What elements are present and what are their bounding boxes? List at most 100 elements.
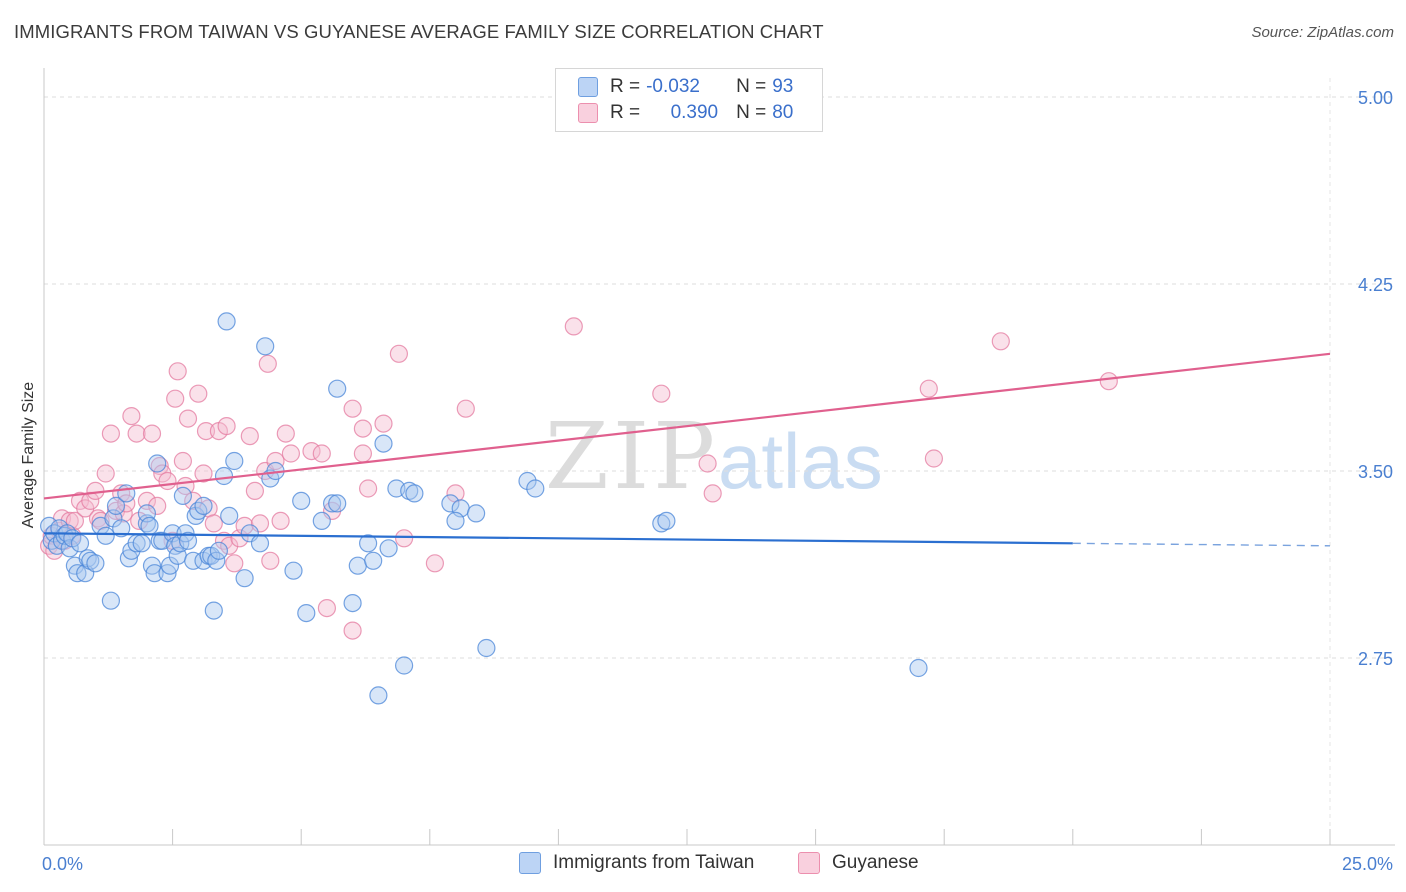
y-tick-label-1: 3.50 xyxy=(1358,462,1393,482)
guyanese-point-60 xyxy=(312,444,331,463)
guyanese-point-24 xyxy=(137,491,156,510)
guyanese-point-39 xyxy=(196,422,216,441)
taiwan-point-19 xyxy=(101,591,121,610)
taiwan-point-47 xyxy=(189,501,208,520)
guyanese-point-58 xyxy=(281,444,300,463)
y-tick-labels: 2.75 3.50 4.25 5.00 xyxy=(1358,88,1393,669)
taiwan-point-76 xyxy=(374,434,393,453)
legend-label-guyanese: Guyanese xyxy=(832,852,919,873)
watermark-zip: ZIP xyxy=(545,403,719,510)
taiwan-point-52 xyxy=(204,601,223,620)
x-tick-label-1: 25.0% xyxy=(1342,854,1393,874)
taiwan-point-85 xyxy=(467,504,486,523)
taiwan-point-24 xyxy=(119,549,138,568)
guyanese-point-15 xyxy=(96,464,115,483)
taiwan-point-30 xyxy=(140,516,159,536)
taiwan-point-28 xyxy=(137,514,156,533)
guyanese-point-77 xyxy=(919,379,938,398)
taiwan-point-71 xyxy=(328,494,347,513)
legend-swatch-taiwan xyxy=(578,77,598,97)
taiwan-point-82 xyxy=(441,494,460,513)
chart-title: IMMIGRANTS FROM TAIWAN VS GUYANESE AVERA… xyxy=(14,21,824,42)
taiwan-point-59 xyxy=(235,569,254,588)
taiwan-point-91 xyxy=(909,658,928,678)
guyanese-point-54 xyxy=(261,551,280,570)
taiwan-point-67 xyxy=(297,603,316,623)
guyanese-point-53 xyxy=(258,354,277,373)
taiwan-point-15 xyxy=(81,551,100,570)
series-guyanese xyxy=(39,317,1118,640)
taiwan-point-65 xyxy=(284,561,303,580)
trend-line-guyanese xyxy=(43,352,1331,500)
guyanese-point-50 xyxy=(245,481,264,500)
taiwan-point-54 xyxy=(209,541,228,560)
legend-row-taiwan: R = -0.032 N = 93 xyxy=(578,74,793,100)
taiwan-point-16 xyxy=(86,554,105,573)
x-tick-labels: 0.0% 25.0% xyxy=(42,854,1393,874)
guyanese-point-66 xyxy=(353,444,372,463)
taiwan-point-56 xyxy=(217,312,236,331)
y-tick-label-3: 5.00 xyxy=(1358,88,1393,108)
guyanese-point-45 xyxy=(220,536,239,555)
legend-r-label: R = xyxy=(610,102,641,123)
taiwan-point-21 xyxy=(106,496,126,515)
guyanese-point-37 xyxy=(189,384,208,403)
taiwan-point-58 xyxy=(225,451,244,471)
taiwan-point-92 xyxy=(405,484,424,503)
guyanese-point-38 xyxy=(194,464,213,483)
guyanese-point-81 xyxy=(425,554,444,573)
guyanese-point-79 xyxy=(991,332,1010,351)
correlation-legend: R = -0.032 N = 93 R = 0.390 N = 80 xyxy=(555,68,823,132)
taiwan-point-90 xyxy=(657,511,676,531)
guyanese-point-76 xyxy=(564,317,583,336)
taiwan-point-33 xyxy=(148,454,167,473)
guyanese-point-69 xyxy=(389,344,408,363)
taiwan-point-77 xyxy=(379,539,398,558)
guyanese-point-68 xyxy=(374,414,393,433)
legend-r-label: R = xyxy=(610,76,641,97)
guyanese-point-67 xyxy=(359,479,378,498)
taiwan-point-78 xyxy=(369,686,388,705)
taiwan-point-84 xyxy=(446,511,465,531)
guyanese-point-55 xyxy=(266,451,285,471)
legend-swatch-guyanese xyxy=(578,103,598,123)
legend-swatch-taiwan xyxy=(519,852,541,874)
taiwan-point-87 xyxy=(518,471,537,491)
taiwan-point-75 xyxy=(364,551,383,570)
taiwan-point-43 xyxy=(176,524,195,543)
chart-source: Source: ZipAtlas.com xyxy=(1251,24,1394,41)
taiwan-point-86 xyxy=(477,638,496,658)
taiwan-point-72 xyxy=(343,593,362,613)
legend-row-guyanese: R = 0.390 N = 80 xyxy=(578,100,793,126)
guyanese-point-75 xyxy=(703,484,722,503)
taiwan-point-57 xyxy=(220,506,239,526)
guyanese-point-16 xyxy=(101,424,121,443)
legend-r-value-taiwan: -0.032 xyxy=(646,76,700,97)
trend-line-taiwan-extension xyxy=(1072,542,1331,547)
guyanese-point-46 xyxy=(225,554,244,573)
series-legend: Immigrants from Taiwan Guyanese xyxy=(0,852,1406,878)
legend-n-label: N = xyxy=(736,102,767,123)
guyanese-point-29 xyxy=(158,471,177,491)
taiwan-point-73 xyxy=(348,556,367,575)
guyanese-point-56 xyxy=(271,511,290,531)
series-taiwan xyxy=(39,312,928,705)
legend-swatch-guyanese xyxy=(798,852,820,874)
watermark-atlas: atlas xyxy=(718,417,883,505)
legend-r-value-guyanese: 0.390 xyxy=(670,102,719,123)
guyanese-point-65 xyxy=(343,621,362,640)
legend-label-taiwan: Immigrants from Taiwan xyxy=(553,852,755,873)
watermark: ZIP atlas xyxy=(545,403,883,510)
guyanese-point-41 xyxy=(204,514,223,533)
guyanese-point-43 xyxy=(214,531,234,550)
guyanese-point-70 xyxy=(395,529,414,548)
x-tick-label-0: 0.0% xyxy=(42,854,83,874)
guyanese-point-57 xyxy=(276,424,295,443)
guyanese-point-33 xyxy=(173,451,192,471)
taiwan-point-62 xyxy=(256,337,275,356)
taiwan-point-36 xyxy=(158,564,177,583)
guyanese-point-36 xyxy=(184,491,203,510)
guyanese-point-74 xyxy=(698,454,717,473)
guyanese-point-21 xyxy=(122,407,141,426)
